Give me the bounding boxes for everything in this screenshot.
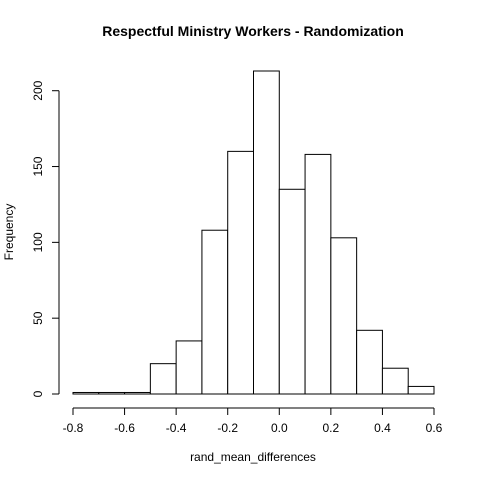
histogram-bar [201, 229, 229, 395]
histogram-bar [278, 188, 306, 395]
histogram-bar [381, 367, 409, 395]
x-tick-label: -0.4 [166, 421, 187, 435]
histogram-bar [98, 391, 126, 395]
y-tick-label: 100 [31, 232, 45, 252]
histogram-bar [407, 385, 435, 395]
y-tick-label: 0 [31, 390, 45, 397]
histogram-bar [149, 363, 177, 395]
x-tick-label: 0.6 [426, 421, 443, 435]
x-tick-label: 0.4 [374, 421, 391, 435]
y-tick-label: 200 [31, 80, 45, 100]
x-tick-label: -0.8 [63, 421, 84, 435]
histogram-bar [124, 391, 151, 395]
histogram-bar [330, 237, 358, 395]
bars-group [72, 70, 435, 395]
histogram-bar [304, 153, 332, 395]
x-tick-label: -0.2 [217, 421, 238, 435]
histogram-bar [227, 150, 254, 395]
histogram-bar [72, 391, 100, 395]
y-tick-label: 50 [31, 311, 45, 325]
x-axis: -0.8 -0.6 -0.4 -0.2 0.0 0.2 0.4 0.6 [63, 407, 443, 435]
y-axis: 0 50 100 150 200 [31, 80, 60, 397]
x-axis-label: rand_mean_differences [190, 450, 316, 464]
histogram-bar [356, 329, 383, 395]
y-tick-label: 150 [31, 156, 45, 176]
x-tick-label: -0.6 [114, 421, 135, 435]
chart-title: Respectful Ministry Workers - Randomizat… [102, 23, 404, 39]
histogram-bar [253, 70, 280, 395]
histogram-bar [175, 340, 203, 395]
x-tick-label: 0.0 [271, 421, 288, 435]
y-axis-label: Frequency [2, 204, 16, 261]
x-tick-label: 0.2 [323, 421, 340, 435]
